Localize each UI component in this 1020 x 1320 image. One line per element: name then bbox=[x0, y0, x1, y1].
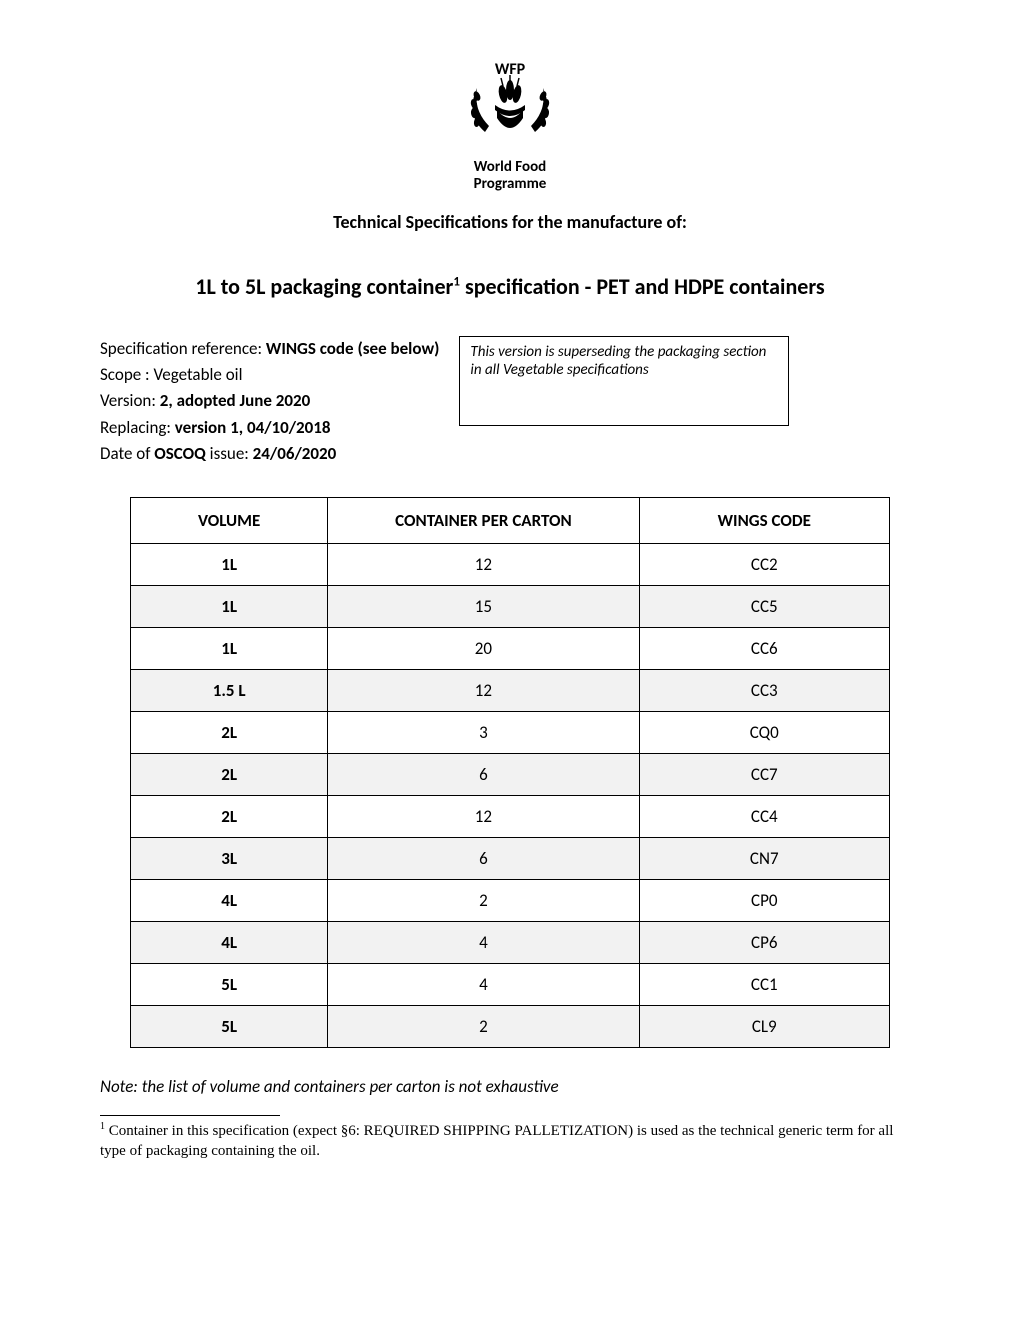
table-row: 1L15CC5 bbox=[131, 586, 890, 628]
cell-cpc: 2 bbox=[328, 1006, 639, 1048]
cell-volume: 1L bbox=[131, 628, 328, 670]
cell-wings-code: CC4 bbox=[639, 796, 889, 838]
cell-cpc: 4 bbox=[328, 964, 639, 1006]
document-title: 1L to 5L packaging container1 specificat… bbox=[100, 273, 920, 300]
title-prefix: 1L to 5L packaging container bbox=[195, 273, 453, 300]
issue-org: OSCOQ bbox=[154, 443, 206, 464]
scope-label: Scope : bbox=[100, 364, 153, 385]
cell-volume: 2L bbox=[131, 754, 328, 796]
cell-cpc: 12 bbox=[328, 796, 639, 838]
replacing-value: version 1, 04/10/2018 bbox=[175, 417, 331, 438]
cell-cpc: 6 bbox=[328, 838, 639, 880]
cell-wings-code: CP6 bbox=[639, 922, 889, 964]
cell-volume: 5L bbox=[131, 1006, 328, 1048]
col-header-wings: WINGS CODE bbox=[639, 498, 889, 544]
issue-mid: issue: bbox=[206, 443, 253, 464]
spec-ref-label: Specification reference: bbox=[100, 338, 266, 359]
issue-line: Date of OSCOQ issue: 24/06/2020 bbox=[100, 441, 439, 467]
table-row: 1L12CC2 bbox=[131, 544, 890, 586]
table-row: 2L6CC7 bbox=[131, 754, 890, 796]
logo-block: WFP World Food bbox=[100, 60, 920, 193]
spec-ref-line: Specification reference: WINGS code (see… bbox=[100, 336, 439, 362]
title-suffix: specification - PET and HDPE containers bbox=[460, 273, 825, 300]
logo-org-name: World Food Programme bbox=[455, 159, 565, 192]
cell-wings-code: CL9 bbox=[639, 1006, 889, 1048]
cell-volume: 2L bbox=[131, 712, 328, 754]
cell-cpc: 2 bbox=[328, 880, 639, 922]
cell-volume: 1.5 L bbox=[131, 670, 328, 712]
cell-wings-code: CC7 bbox=[639, 754, 889, 796]
col-header-cpc: CONTAINER PER CARTON bbox=[328, 498, 639, 544]
wfp-emblem-icon: WFP bbox=[455, 60, 565, 150]
table-row: 1L20CC6 bbox=[131, 628, 890, 670]
table-header-row: VOLUME CONTAINER PER CARTON WINGS CODE bbox=[131, 498, 890, 544]
table-row: 5L2CL9 bbox=[131, 1006, 890, 1048]
wfp-logo: WFP World Food bbox=[455, 60, 565, 192]
table-row: 5L4CC1 bbox=[131, 964, 890, 1006]
cell-wings-code: CC3 bbox=[639, 670, 889, 712]
logo-org-line1: World Food bbox=[474, 158, 546, 176]
cell-wings-code: CN7 bbox=[639, 838, 889, 880]
issue-prefix: Date of bbox=[100, 443, 154, 464]
cell-volume: 1L bbox=[131, 544, 328, 586]
cell-cpc: 12 bbox=[328, 544, 639, 586]
cell-wings-code: CC2 bbox=[639, 544, 889, 586]
table-row: 1.5 L12CC3 bbox=[131, 670, 890, 712]
title-footnote-ref: 1 bbox=[453, 274, 460, 289]
meta-left-block: Specification reference: WINGS code (see… bbox=[100, 336, 439, 468]
table-row: 2L12CC4 bbox=[131, 796, 890, 838]
cell-cpc: 4 bbox=[328, 922, 639, 964]
cell-volume: 1L bbox=[131, 586, 328, 628]
scope-value: Vegetable oil bbox=[153, 364, 242, 385]
table-row: 4L2CP0 bbox=[131, 880, 890, 922]
cell-cpc: 6 bbox=[328, 754, 639, 796]
cell-volume: 4L bbox=[131, 880, 328, 922]
footnote-separator bbox=[100, 1115, 280, 1116]
spec-table: VOLUME CONTAINER PER CARTON WINGS CODE 1… bbox=[130, 497, 890, 1048]
version-label: Version: bbox=[100, 390, 160, 411]
cell-volume: 4L bbox=[131, 922, 328, 964]
col-header-volume: VOLUME bbox=[131, 498, 328, 544]
cell-wings-code: CP0 bbox=[639, 880, 889, 922]
replacing-line: Replacing: version 1, 04/10/2018 bbox=[100, 415, 439, 441]
scope-line: Scope : Vegetable oil bbox=[100, 362, 439, 388]
superseding-note-text: This version is superseding the packagin… bbox=[470, 343, 766, 379]
cell-wings-code: CC1 bbox=[639, 964, 889, 1006]
issue-date: 24/06/2020 bbox=[253, 443, 337, 464]
cell-cpc: 12 bbox=[328, 670, 639, 712]
superseding-note-box: This version is superseding the packagin… bbox=[459, 336, 789, 426]
cell-wings-code: CC5 bbox=[639, 586, 889, 628]
cell-wings-code: CQ0 bbox=[639, 712, 889, 754]
version-line: Version: 2, adopted June 2020 bbox=[100, 388, 439, 414]
table-row: 4L4CP6 bbox=[131, 922, 890, 964]
tech-spec-heading: Technical Specifications for the manufac… bbox=[100, 211, 920, 233]
exhaustive-note: Note: the list of volume and containers … bbox=[100, 1076, 920, 1097]
cell-cpc: 15 bbox=[328, 586, 639, 628]
cell-cpc: 20 bbox=[328, 628, 639, 670]
spec-ref-value: WINGS code (see below) bbox=[266, 338, 440, 359]
spec-table-wrapper: VOLUME CONTAINER PER CARTON WINGS CODE 1… bbox=[100, 497, 920, 1048]
version-value: 2, adopted June 2020 bbox=[160, 390, 311, 411]
table-row: 3L6CN7 bbox=[131, 838, 890, 880]
cell-wings-code: CC6 bbox=[639, 628, 889, 670]
replacing-label: Replacing: bbox=[100, 417, 175, 438]
cell-cpc: 3 bbox=[328, 712, 639, 754]
cell-volume: 5L bbox=[131, 964, 328, 1006]
meta-row: Specification reference: WINGS code (see… bbox=[100, 336, 920, 468]
footnote: 1 Container in this specification (expec… bbox=[100, 1120, 920, 1162]
table-row: 2L3CQ0 bbox=[131, 712, 890, 754]
table-body: 1L12CC21L15CC51L20CC61.5 L12CC32L3CQ02L6… bbox=[131, 544, 890, 1048]
logo-org-line2: Programme bbox=[474, 175, 547, 193]
cell-volume: 3L bbox=[131, 838, 328, 880]
cell-volume: 2L bbox=[131, 796, 328, 838]
footnote-text: Container in this specification (expect … bbox=[100, 1123, 893, 1159]
